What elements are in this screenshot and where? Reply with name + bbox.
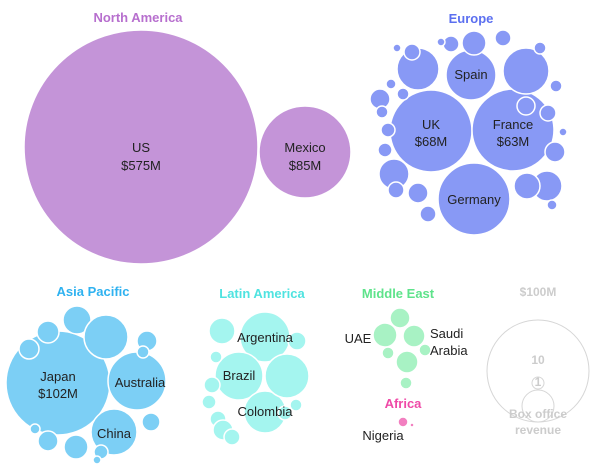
bubble-latin-america-minor-5 <box>203 376 221 394</box>
legend-label-1: 1 <box>535 375 542 389</box>
label-us-name: US <box>132 140 150 155</box>
bubble-europe-minor-19 <box>419 205 437 223</box>
bubble-latin-america-minor-12 <box>223 428 241 446</box>
label-japan-value: $102M <box>38 386 78 401</box>
bubble-europe-minor-13 <box>407 182 429 204</box>
bubble-asia-pacific-minor-14 <box>92 455 102 465</box>
bubble-europe-minor-27 <box>558 127 568 137</box>
label-colombia-name: Colombia <box>238 404 294 419</box>
bubble-europe-minor-15 <box>380 122 396 138</box>
bubble-latin-america-minor-3 <box>208 317 236 345</box>
bubble-us <box>23 29 259 265</box>
bubble-europe-minor-20 <box>494 29 512 47</box>
label-france-value: $63M <box>497 134 530 149</box>
label-us-value: $575M <box>121 158 161 173</box>
bubble-europe-minor-12 <box>513 172 541 200</box>
region-title-europe: Europe <box>449 11 494 26</box>
label-japan-name: Japan <box>40 369 75 384</box>
label-uk-name: UK <box>422 117 440 132</box>
bubble-middle-east-minor-3 <box>395 350 419 374</box>
label-uae-name: UAE <box>345 331 372 346</box>
legend-caption-line1: Box office <box>509 407 567 421</box>
bubble-middle-east-minor-4 <box>399 376 413 390</box>
label-brazil-name: Brazil <box>223 368 256 383</box>
bubble-europe-minor-25 <box>533 41 547 55</box>
label-saudi-line2: Arabia <box>430 343 468 358</box>
bubble-saudi-arabia <box>402 324 426 348</box>
region-title-north-america: North America <box>93 10 183 25</box>
bubble-latin-america-minor-10 <box>264 353 310 399</box>
bubble-europe-minor-22 <box>442 35 460 53</box>
bubble-latin-america-minor-11 <box>277 405 293 421</box>
bubble-europe-minor-29 <box>396 87 410 101</box>
bubble-europe-minor-26 <box>549 79 563 93</box>
bubble-asia-pacific-minor-4 <box>83 314 129 360</box>
label-saudi-line1: Saudi <box>430 326 463 341</box>
bubble-layer <box>5 29 568 465</box>
bubble-europe-minor-18 <box>377 142 393 158</box>
bubble-label-layer: US $575M Mexico $85M Spain UK $68M Franc… <box>38 67 533 443</box>
legend-title: $100M <box>520 285 557 299</box>
legend-circle-10 <box>521 389 555 423</box>
bubble-europe-minor-31 <box>392 43 402 53</box>
bubble-asia-pacific-minor-8 <box>63 434 89 460</box>
bubble-middle-east-minor-2 <box>389 307 411 329</box>
label-germany-name: Germany <box>447 192 501 207</box>
bubble-europe-minor-9 <box>539 104 557 122</box>
bubble-china <box>90 408 138 456</box>
label-mexico-name: Mexico <box>284 140 325 155</box>
legend-caption-line2: revenue <box>515 423 561 437</box>
bubble-uae <box>372 322 398 348</box>
region-title-africa: Africa <box>385 396 423 411</box>
bubble-middle-east-minor-5 <box>381 346 395 360</box>
bubble-brazil <box>214 351 264 401</box>
legend-circle-1 <box>531 376 545 390</box>
legend-label-10: 10 <box>531 353 545 367</box>
label-australia-name: Australia <box>115 375 166 390</box>
bubble-germany <box>437 162 511 236</box>
bubble-europe-minor-8 <box>516 96 536 116</box>
bubble-europe-minor-16 <box>375 105 389 119</box>
bubble-middle-east-minor-6 <box>418 343 432 357</box>
bubble-europe-minor-21 <box>461 30 487 56</box>
bubble-europe-minor-23 <box>436 37 446 47</box>
bubble-africa-minor-1 <box>409 422 415 428</box>
bubble-europe-minor-24 <box>403 43 421 61</box>
bubble-asia-pacific-minor-10 <box>141 412 161 432</box>
bubble-europe-minor-28 <box>546 199 558 211</box>
bubble-latin-america-minor-13 <box>289 398 303 412</box>
size-legend: $100M 100 10 1 Box office revenue <box>486 285 590 437</box>
bubble-latin-america-minor-4 <box>209 350 223 364</box>
label-argentina-name: Argentina <box>237 330 293 345</box>
bubble-europe-minor-30 <box>385 78 397 90</box>
bubble-asia-pacific-minor-12 <box>29 423 41 435</box>
bubble-europe-minor-7 <box>502 47 550 95</box>
bubble-nigeria <box>397 416 409 428</box>
label-mexico-value: $85M <box>289 158 322 173</box>
bubble-mexico <box>258 105 352 199</box>
region-title-latin-america: Latin America <box>219 286 305 301</box>
bubble-asia-pacific-minor-9 <box>37 430 59 452</box>
region-title-asia-pacific: Asia Pacific <box>57 284 130 299</box>
bubble-latin-america-minor-9 <box>287 331 307 351</box>
bubble-europe-minor-17 <box>387 181 405 199</box>
label-nigeria-name: Nigeria <box>362 428 404 443</box>
bubble-europe-minor-10 <box>544 141 566 163</box>
bubble-latin-america-minor-6 <box>201 394 217 410</box>
bubble-asia-pacific-minor-5 <box>36 320 60 344</box>
label-spain-name: Spain <box>454 67 487 82</box>
label-france-name: France <box>493 117 533 132</box>
bubble-asia-pacific-minor-7 <box>18 338 40 360</box>
label-china-name: China <box>97 426 132 441</box>
region-title-middle-east: Middle East <box>362 286 435 301</box>
label-uk-value: $68M <box>415 134 448 149</box>
bubble-asia-pacific-minor-11 <box>136 345 150 359</box>
